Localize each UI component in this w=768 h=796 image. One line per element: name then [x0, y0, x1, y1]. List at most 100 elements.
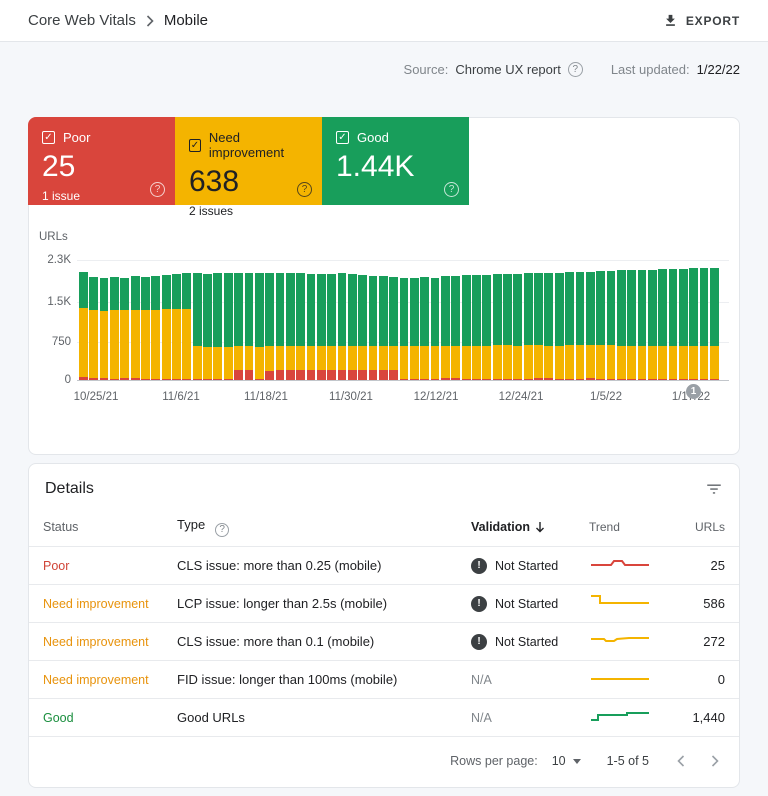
- trend-cell: [589, 591, 689, 616]
- chart-bar: [700, 260, 709, 380]
- chart-bar: [524, 260, 533, 380]
- chart-bar: [462, 260, 471, 380]
- table-header: Status Type? Validation Trend URLs: [29, 508, 739, 547]
- top-bar: Core Web Vitals Mobile EXPORT: [0, 0, 768, 42]
- summary-card-poor[interactable]: ✓ Poor 25 1 issue ?: [28, 117, 175, 205]
- export-button[interactable]: EXPORT: [663, 0, 740, 41]
- need-improvement-issues: 2 issues: [189, 204, 308, 218]
- urls-cell: 1,440: [689, 710, 725, 725]
- chart-bar: [162, 260, 171, 380]
- chart-bar: [576, 260, 585, 380]
- chart-bar: [586, 260, 595, 380]
- poor-label: Poor: [63, 130, 90, 145]
- y-tick-2300: 2.3K: [29, 254, 71, 266]
- chart-bar: [369, 260, 378, 380]
- trend-cell: [589, 667, 689, 692]
- table-body: PoorCLS issue: more than 0.25 (mobile)!N…: [29, 547, 739, 737]
- breadcrumb-parent[interactable]: Core Web Vitals: [28, 12, 136, 29]
- not-started-icon: !: [471, 558, 487, 574]
- chart-bar: [431, 260, 440, 380]
- chart-bar: [265, 260, 274, 380]
- validation-cell: !Not Started: [471, 558, 589, 574]
- updated-label: Last updated:: [611, 62, 690, 77]
- previous-page-button[interactable]: [669, 749, 693, 773]
- pagination-range: 1-5 of 5: [607, 754, 649, 768]
- chevron-right-icon: [146, 15, 154, 27]
- table-row[interactable]: Need improvementFID issue: longer than 1…: [29, 661, 739, 699]
- good-help-icon[interactable]: ?: [444, 182, 459, 197]
- core-web-vitals-report: Core Web Vitals Mobile EXPORT Source: Ch…: [0, 0, 768, 796]
- poor-checkbox[interactable]: ✓: [42, 131, 55, 144]
- x-axis-label: 12/12/21: [406, 391, 466, 403]
- chart-bar: [276, 260, 285, 380]
- chart-bar: [358, 260, 367, 380]
- rows-per-page-value[interactable]: 10: [552, 754, 566, 768]
- chart-bar: [544, 260, 553, 380]
- breadcrumb-current: Mobile: [164, 12, 208, 29]
- type-cell: CLS issue: more than 0.25 (mobile): [177, 558, 471, 573]
- validation-cell: N/A: [471, 711, 589, 725]
- chart-bar: [617, 260, 626, 380]
- type-help-icon[interactable]: ?: [215, 523, 229, 537]
- table-row[interactable]: GoodGood URLsN/A1,440: [29, 699, 739, 737]
- urls-cell: 586: [689, 596, 725, 611]
- trend-sparkline: [589, 667, 651, 687]
- need-improvement-checkbox[interactable]: ✓: [189, 139, 201, 152]
- filter-icon[interactable]: [705, 480, 723, 498]
- chart-bar: [451, 260, 460, 380]
- chart-bar: [503, 260, 512, 380]
- urls-cell: 0: [689, 672, 725, 687]
- chart-bar: [348, 260, 357, 380]
- need-improvement-help-icon[interactable]: ?: [297, 182, 312, 197]
- download-icon: [663, 13, 678, 28]
- x-axis-label: 11/6/21: [151, 391, 211, 403]
- table-row[interactable]: PoorCLS issue: more than 0.25 (mobile)!N…: [29, 547, 739, 585]
- status-cell: Need improvement: [43, 597, 177, 611]
- table-pagination: Rows per page: 10 1-5 of 5: [450, 749, 727, 773]
- chart-bar: [710, 260, 719, 380]
- x-axis-label: 11/30/21: [321, 391, 381, 403]
- good-checkbox[interactable]: ✓: [336, 131, 349, 144]
- chart-bar: [638, 260, 647, 380]
- status-cell: Need improvement: [43, 673, 177, 687]
- source-label: Source:: [404, 62, 449, 77]
- dropdown-caret-icon[interactable]: [573, 759, 581, 764]
- trend-sparkline: [589, 629, 651, 649]
- chart-bar: [110, 260, 119, 380]
- validation-cell: N/A: [471, 673, 589, 687]
- chart-bar: [338, 260, 347, 380]
- summary-card-good[interactable]: ✓ Good 1.44K ?: [322, 117, 469, 205]
- table-row[interactable]: Need improvementCLS issue: more than 0.1…: [29, 623, 739, 661]
- chart-bar: [555, 260, 564, 380]
- header-validation[interactable]: Validation: [471, 520, 589, 534]
- annotation-badge[interactable]: 1: [686, 384, 701, 399]
- next-page-button[interactable]: [703, 749, 727, 773]
- chart-bar: [141, 260, 150, 380]
- chart-bar: [689, 260, 698, 380]
- chart-bar: [400, 260, 409, 380]
- chart-bar: [513, 260, 522, 380]
- table-row[interactable]: Need improvementLCP issue: longer than 2…: [29, 585, 739, 623]
- x-axis-label: 1/5/22: [576, 391, 636, 403]
- poor-help-icon[interactable]: ?: [150, 182, 165, 197]
- type-cell: FID issue: longer than 100ms (mobile): [177, 672, 471, 687]
- rows-per-page-label: Rows per page:: [450, 754, 538, 768]
- chart-bar: [296, 260, 305, 380]
- summary-card-need-improvement[interactable]: ✓ Need improvement 638 2 issues ?: [175, 117, 322, 205]
- source-help-icon[interactable]: ?: [568, 62, 583, 77]
- details-title: Details: [45, 480, 94, 498]
- chart-bar: [669, 260, 678, 380]
- type-cell: LCP issue: longer than 2.5s (mobile): [177, 596, 471, 611]
- chart-bar: [482, 260, 491, 380]
- trend-cell: [589, 705, 689, 730]
- chart-bar: [203, 260, 212, 380]
- chart-bar: [79, 260, 88, 380]
- chart-bar: [120, 260, 129, 380]
- chart-bar: [245, 260, 254, 380]
- sort-desc-icon: [535, 521, 545, 533]
- chart-bar: [627, 260, 636, 380]
- chart-bar: [151, 260, 160, 380]
- stacked-bar-chart: [79, 260, 719, 380]
- validation-cell: !Not Started: [471, 596, 589, 612]
- source-value: Chrome UX report: [455, 62, 560, 77]
